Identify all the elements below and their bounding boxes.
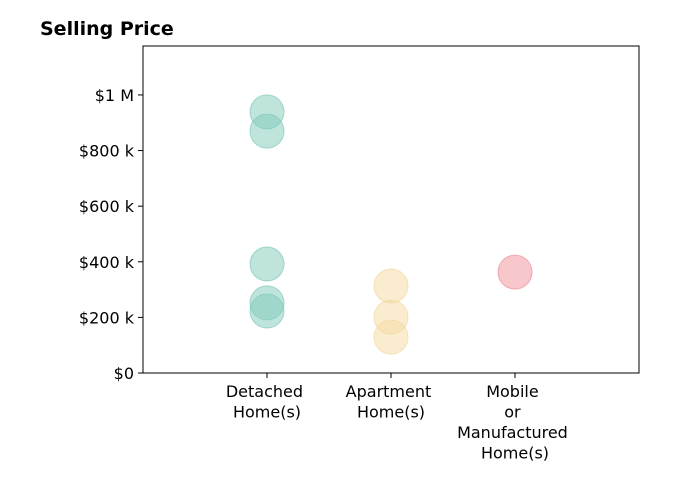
point	[373, 319, 409, 355]
point	[373, 268, 409, 304]
x-tick-label: Mobile or Manufactured Home(s)	[457, 382, 573, 463]
x-tick-label: Apartment Home(s)	[346, 382, 437, 422]
y-tick-label: $800 k	[79, 142, 135, 161]
point	[249, 113, 285, 149]
y-tick-label: $600 k	[79, 197, 135, 216]
y-tick-label: $200 k	[79, 308, 135, 327]
x-tick-label: Detached Home(s)	[226, 382, 308, 422]
y-tick-label: $0	[114, 364, 134, 383]
y-tick-label: $1 M	[95, 86, 134, 105]
point	[249, 293, 285, 329]
point	[249, 246, 285, 282]
chart-title: Selling Price	[40, 18, 174, 40]
y-tick-label: $400 k	[79, 253, 135, 272]
point	[497, 254, 533, 290]
